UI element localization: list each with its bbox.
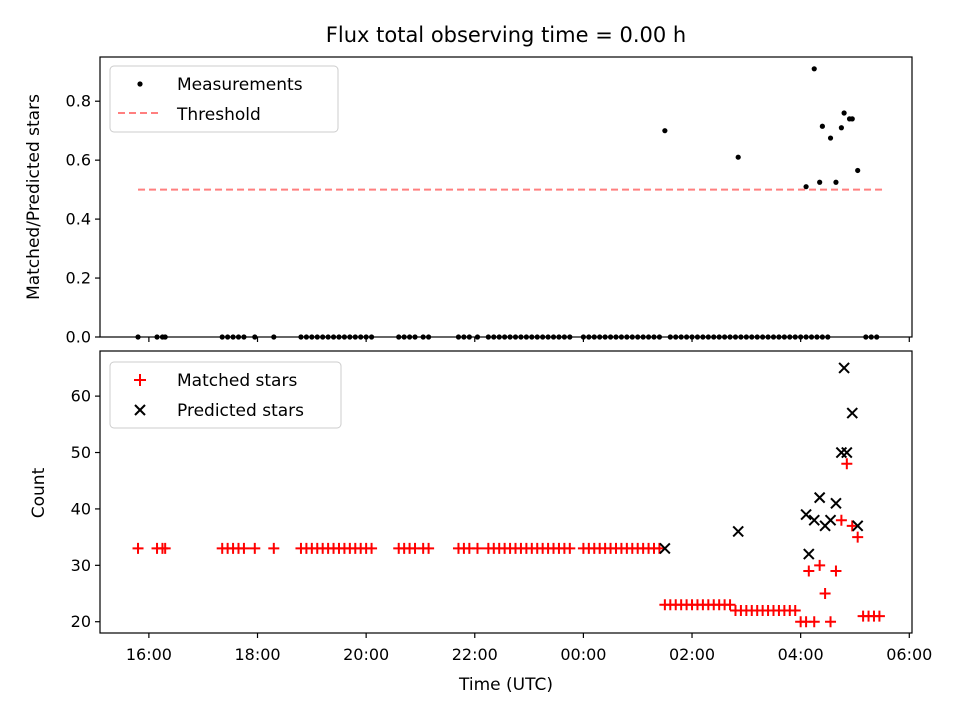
top-y-axis-label: Matched/Predicted stars [24, 94, 44, 300]
predicted-star-point [732, 525, 744, 538]
predicted-star-point [808, 514, 820, 526]
predicted-star-point [835, 446, 848, 459]
measurement-point [819, 123, 825, 129]
top-axes-frame [99, 56, 913, 338]
bottom-y-axis-label: Count [29, 467, 49, 518]
top-legend-box [109, 65, 339, 133]
matched-star-point [819, 588, 831, 600]
predicted-star-point [846, 407, 858, 419]
x-tick-label: 16:00 [126, 645, 172, 664]
measurement-point [735, 154, 741, 160]
matched-star-point [132, 542, 144, 554]
y-tick-label: 60 [71, 387, 91, 406]
legend-threshold-label: Threshold [176, 105, 261, 125]
predicted-star-point [824, 514, 837, 526]
measurement-point [841, 110, 847, 116]
y-tick-label: 0.6 [66, 151, 91, 170]
y-tick-label: 20 [71, 612, 91, 631]
measurement-point [838, 125, 844, 131]
matched-star-point [789, 604, 801, 616]
legend-measurements-label: Measurements [177, 75, 303, 95]
top-axes-marks [135, 66, 883, 340]
matched-star-point [268, 542, 280, 554]
predicted-star-point [803, 548, 815, 560]
legend-matched-marker [134, 374, 146, 386]
y-tick-label: 0.4 [66, 210, 91, 229]
measurement-point [662, 128, 668, 134]
bottom-legend-box [109, 361, 342, 429]
y-tick-label: 40 [71, 499, 91, 518]
measurement-point [803, 184, 809, 190]
measurement-point [855, 167, 861, 174]
bottom-legend: Matched stars Predicted stars [109, 361, 342, 429]
matched-star-point [852, 531, 864, 543]
x-axis-label: Time (UTC) [458, 675, 553, 695]
bottom-axes-marks [132, 362, 885, 628]
measurement-point [849, 116, 855, 122]
y-tick-label: 0.8 [66, 92, 91, 111]
x-tick-label: 18:00 [234, 645, 280, 664]
measurement-point [817, 179, 823, 185]
matched-star-point [564, 542, 576, 554]
predicted-star-point [813, 491, 826, 504]
chart-title: Flux total observing time = 0.00 h [326, 23, 686, 47]
predicted-star-point [851, 520, 864, 532]
top-axes: 0.00.20.40.60.8 Matched/Predicted stars … [24, 56, 913, 347]
predicted-star-point [841, 446, 853, 459]
y-tick-label: 50 [71, 443, 91, 462]
legend-predicted-label: Predicted stars [177, 401, 304, 421]
y-tick-label: 30 [71, 556, 91, 575]
matched-star-point [814, 559, 826, 571]
x-tick-label: 20:00 [343, 645, 389, 664]
measurement-point [833, 179, 839, 185]
matched-star-point [238, 542, 250, 554]
matched-star-point [873, 610, 885, 622]
matched-star-point [423, 542, 435, 554]
x-tick-label: 06:00 [886, 645, 932, 664]
matched-star-point [249, 542, 261, 554]
legend-predicted-marker [134, 404, 146, 416]
matched-star-point [846, 520, 858, 532]
matched-star-point [825, 616, 837, 628]
top-axes-ticks: 0.0 0.2 0.4 0.6 0.8 [66, 92, 910, 347]
matched-star-point [830, 565, 842, 577]
x-tick-label: 22:00 [452, 645, 498, 664]
bottom-axes-ticks: 20 30 40 50 60 16:00 18:00 20:00 22:00 00:00 02:00… [71, 387, 933, 664]
predicted-star-point [800, 508, 812, 521]
matched-star-point [471, 542, 483, 554]
y-tick-label: 0.2 [66, 269, 91, 288]
matched-star-point [835, 514, 847, 526]
x-tick-label: 00:00 [560, 645, 606, 664]
matched-star-point [724, 599, 736, 611]
matched-star-point [159, 542, 171, 554]
bottom-axes-frame [99, 350, 913, 634]
predicted-star-point [830, 497, 842, 509]
predicted-star-point [659, 542, 671, 555]
measurement-point [811, 66, 817, 72]
x-tick-label: 04:00 [778, 645, 824, 664]
legend-matched-label: Matched stars [177, 371, 297, 391]
top-legend: Measurements Threshold [109, 65, 339, 133]
matched-star-point [653, 542, 665, 554]
matched-star-point [841, 458, 853, 470]
matched-star-point [366, 542, 378, 554]
x-tick-label: 02:00 [669, 645, 715, 664]
matched-star-point [808, 616, 820, 628]
legend-measurements-marker [137, 81, 143, 87]
predicted-star-point [838, 362, 850, 374]
measurement-point [827, 135, 834, 141]
matched-star-point [803, 565, 815, 577]
y-tick-label: 0.0 [66, 328, 91, 347]
bottom-axes: 20 30 40 50 60 16:00 18:00 20:00 22:00 00:00 02:00… [29, 350, 933, 695]
